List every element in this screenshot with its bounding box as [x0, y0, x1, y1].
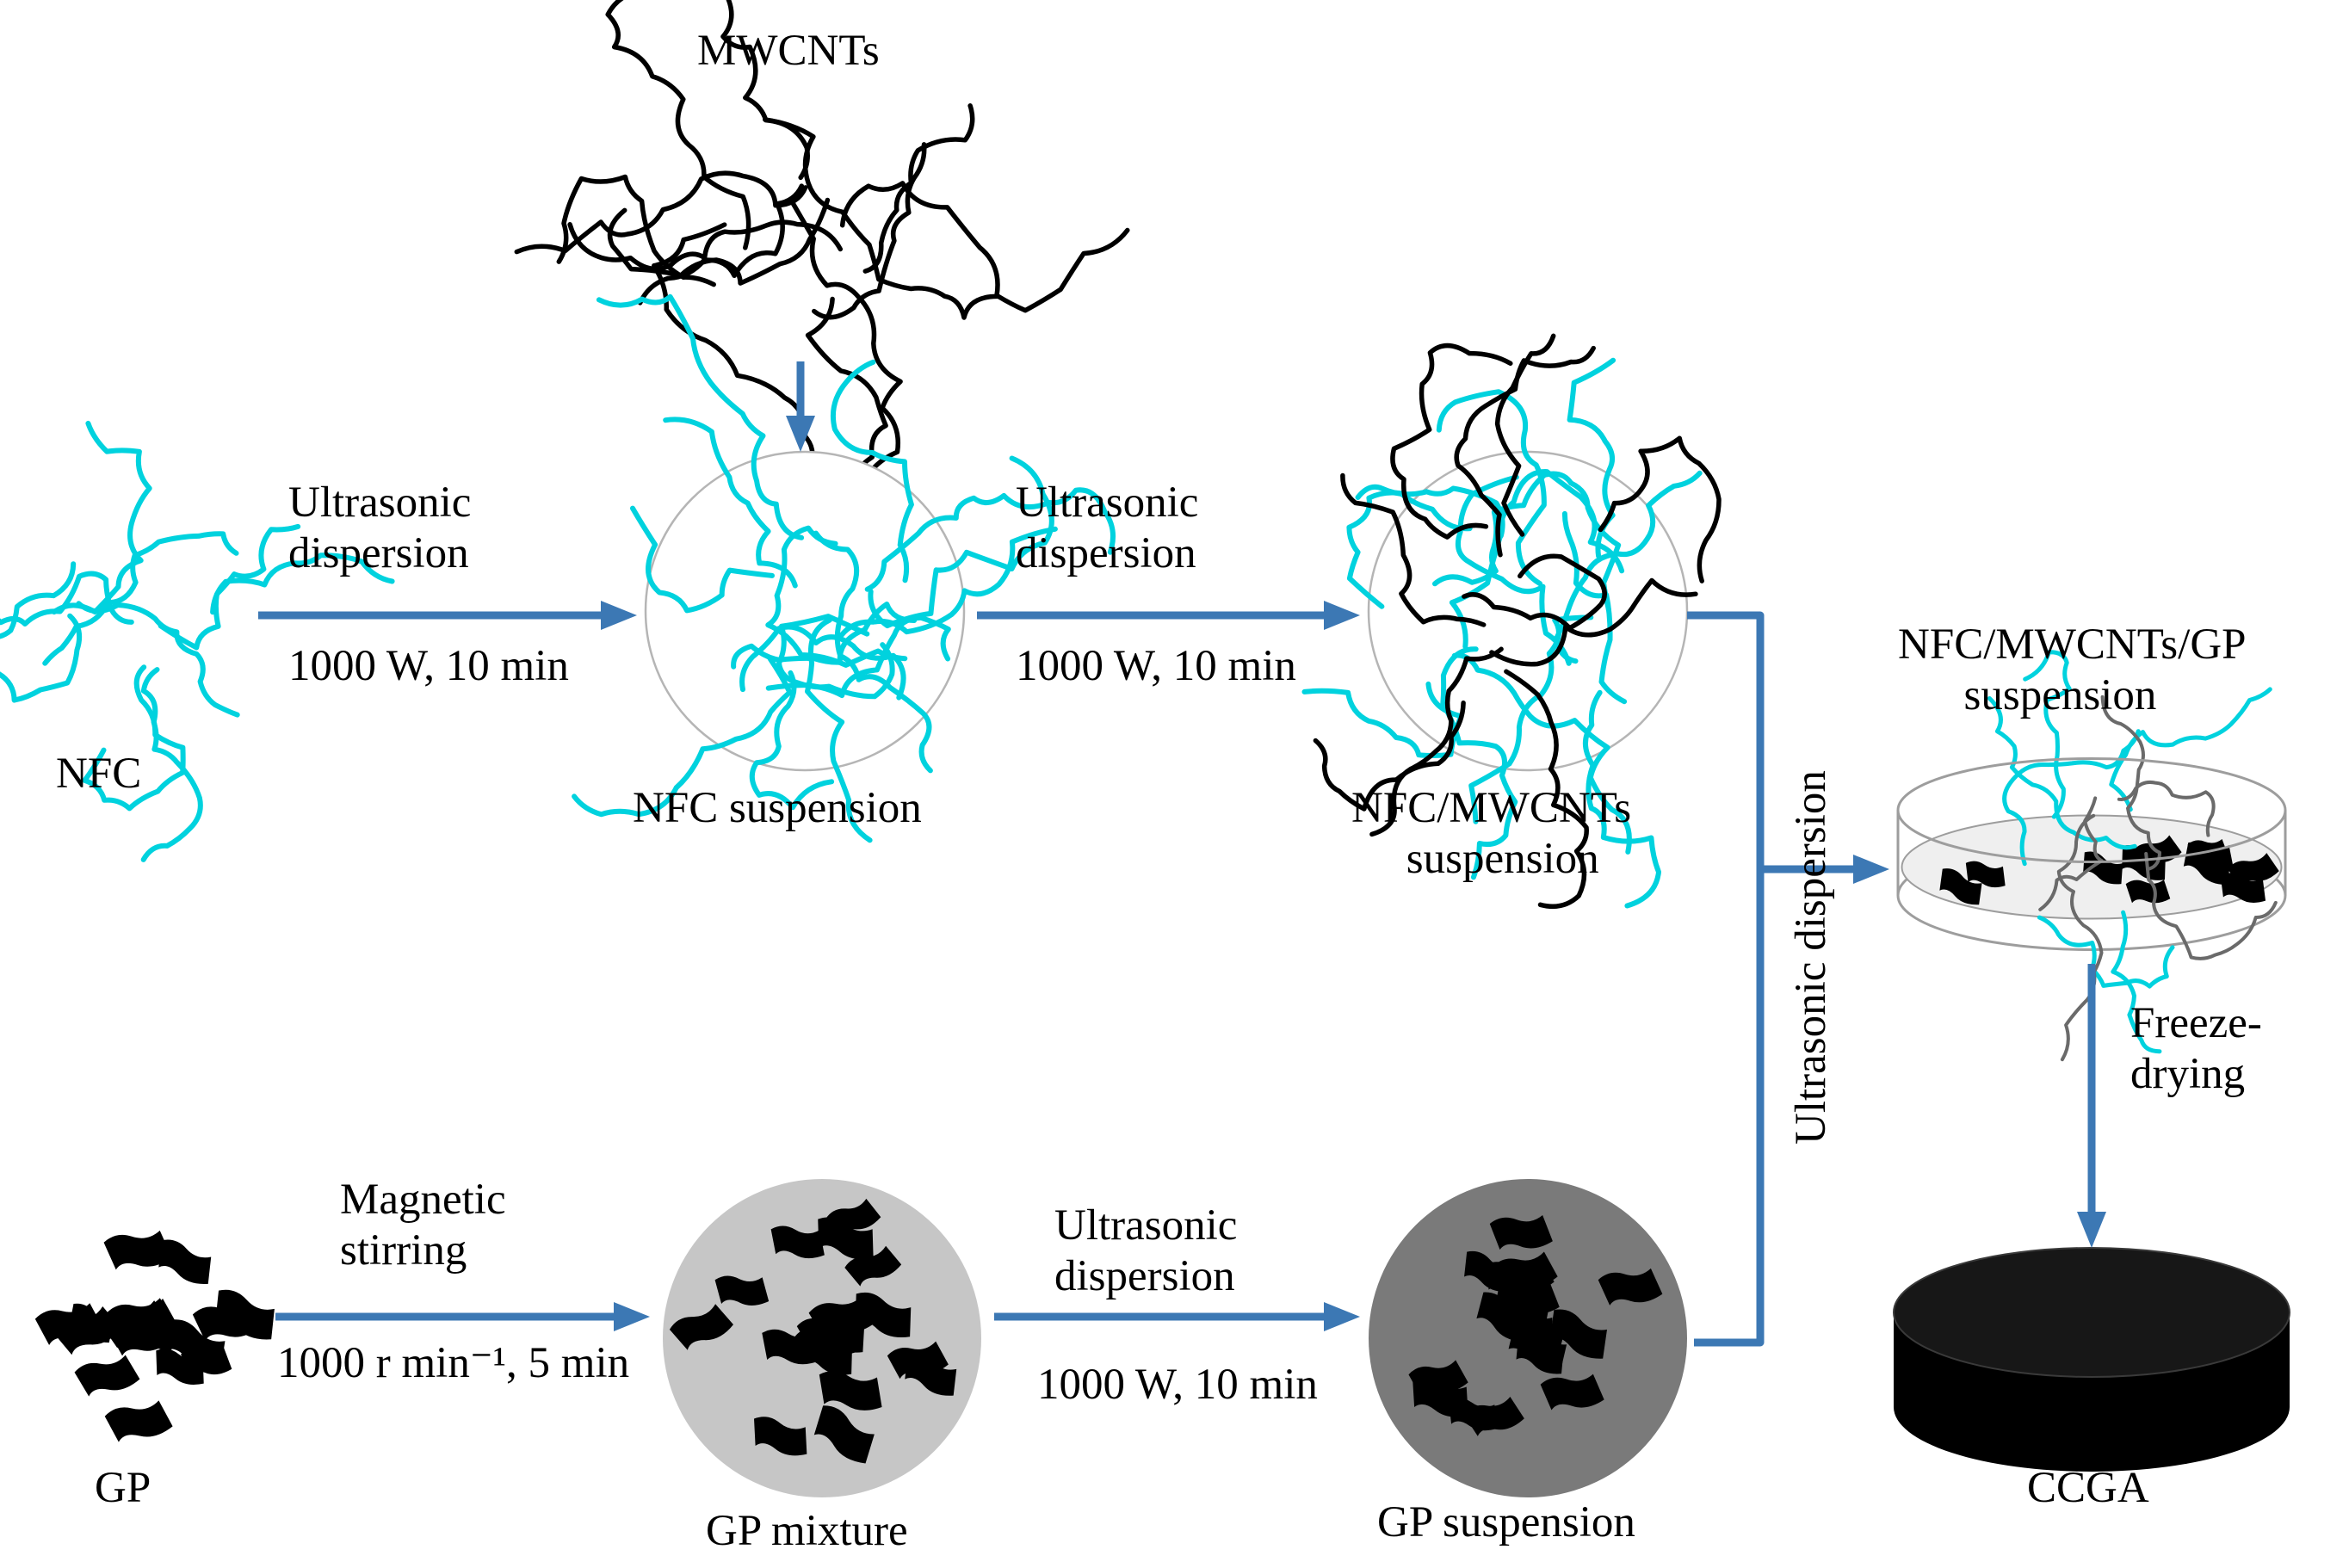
- arrow: [994, 1302, 1360, 1331]
- svg-layer: [0, 0, 2349, 1568]
- gp-susp-icon: [1369, 1179, 1687, 1497]
- proc-gp1-l12: Magnetic stirring: [340, 1175, 506, 1275]
- gp-mix-icon: [663, 1179, 981, 1497]
- mwcnts-title: MWCNTs: [697, 26, 880, 77]
- arrow: [275, 1302, 650, 1331]
- arrow: [258, 601, 637, 630]
- proc-mix: Ultrasonic dispersion: [1786, 770, 1837, 1145]
- gp-title: GP: [95, 1463, 151, 1514]
- arrow: [977, 601, 1360, 630]
- nfc-susp-title: NFC suspension: [633, 783, 922, 834]
- proc-gp2-l3: 1000 W, 10 min: [1037, 1360, 1318, 1411]
- proc-gp2-l12: Ultrasonic dispersion: [1054, 1201, 1237, 1301]
- diagram-root: MWCNTs NFC NFC suspension NFC/MWCNTs suspen…: [0, 0, 2349, 1568]
- dish-title: NFC/MWCNTs/GP suspension: [1898, 620, 2247, 720]
- ccga-title: CCGA: [2027, 1463, 2149, 1514]
- proc1-l3: 1000 W, 10 min: [288, 641, 569, 692]
- proc-fd: Freeze- drying: [2130, 998, 2262, 1099]
- proc2-l12: Ultrasonic dispersion: [1016, 478, 1198, 578]
- connector: [1687, 615, 1760, 1343]
- proc2-l3: 1000 W, 10 min: [1016, 641, 1296, 692]
- gp-icon: [34, 1225, 281, 1448]
- nfc-title: NFC: [56, 749, 141, 799]
- proc-gp1-l3: 1000 r min⁻¹, 5 min: [277, 1338, 629, 1389]
- gp-susp-title: GP suspension: [1377, 1497, 1635, 1548]
- gp-mix-title: GP mixture: [706, 1506, 908, 1557]
- arrow: [786, 361, 815, 452]
- proc1-l12: Ultrasonic dispersion: [288, 478, 471, 578]
- ccga-disc: [1894, 1248, 2290, 1472]
- nfc-mwcnt-susp-title: NFC/MWCNTs suspension: [1351, 783, 1631, 884]
